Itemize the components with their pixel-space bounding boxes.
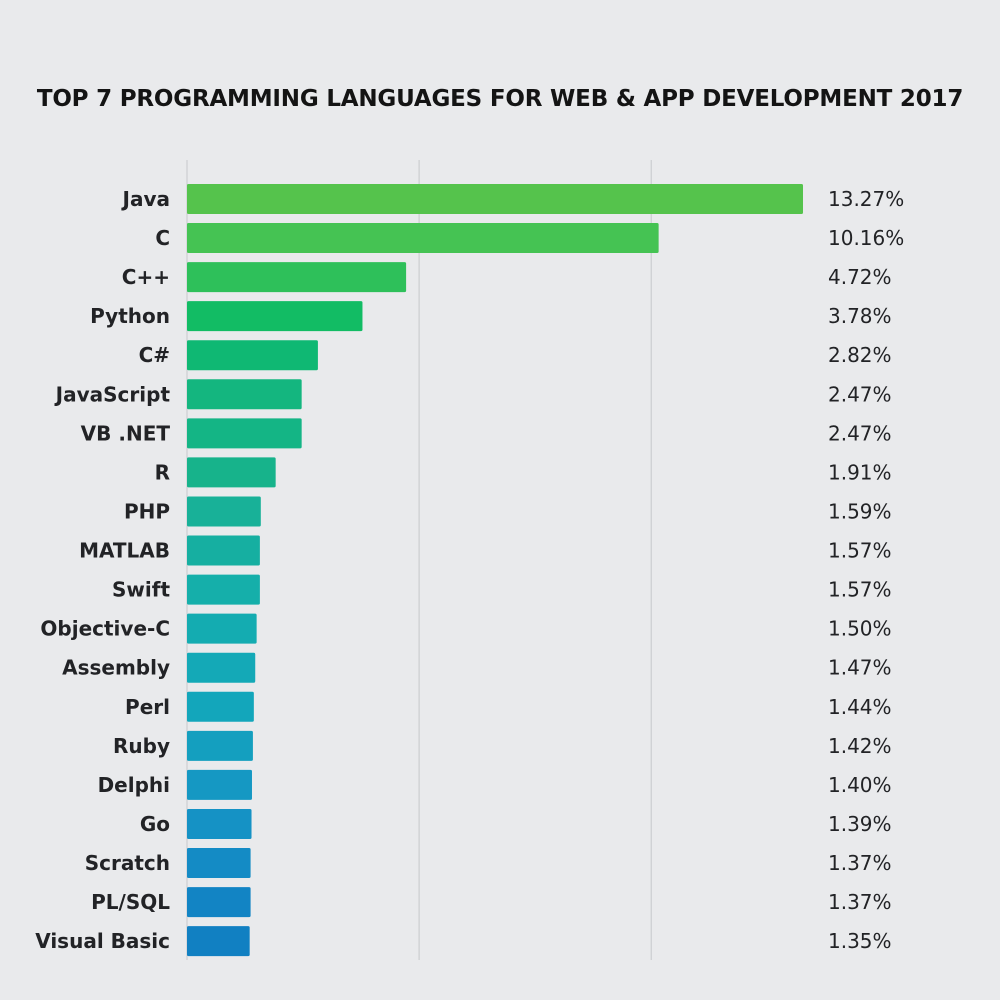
bar xyxy=(187,223,659,254)
value-label: 1.42% xyxy=(828,734,892,758)
value-label: 1.35% xyxy=(828,929,892,953)
bar xyxy=(187,340,318,371)
category-label: Assembly xyxy=(62,656,170,680)
value-label: 1.37% xyxy=(828,890,892,914)
value-label: 1.57% xyxy=(828,539,892,563)
category-label: Java xyxy=(121,187,170,211)
value-label: 1.50% xyxy=(828,617,892,641)
bar xyxy=(187,496,261,527)
category-label: Go xyxy=(140,812,170,836)
category-label: C xyxy=(155,226,170,250)
value-label: 1.40% xyxy=(828,773,892,797)
bars xyxy=(187,184,803,957)
category-label: Ruby xyxy=(113,734,170,758)
value-label: 1.57% xyxy=(828,578,892,602)
bar xyxy=(187,457,276,488)
category-label: C# xyxy=(139,343,170,367)
value-label: 4.72% xyxy=(828,265,892,289)
chart-title: TOP 7 PROGRAMMING LANGUAGES FOR WEB & AP… xyxy=(36,86,964,112)
bar xyxy=(187,535,260,566)
value-label: 1.47% xyxy=(828,656,892,680)
value-label: 1.37% xyxy=(828,851,892,875)
value-label: 1.44% xyxy=(828,695,892,719)
bar xyxy=(187,613,257,644)
bar xyxy=(187,379,302,410)
bar xyxy=(187,730,253,761)
category-label: Objective-C xyxy=(40,617,170,641)
value-label: 2.82% xyxy=(828,343,892,367)
category-label: VB .NET xyxy=(81,421,171,445)
value-label: 2.47% xyxy=(828,382,892,406)
bar xyxy=(187,262,407,293)
category-label: PL/SQL xyxy=(91,890,170,914)
bar xyxy=(187,848,251,879)
value-label: 13.27% xyxy=(828,187,904,211)
value-label: 1.39% xyxy=(828,812,892,836)
category-label: C++ xyxy=(122,265,170,289)
bar xyxy=(187,887,251,918)
value-label: 10.16% xyxy=(828,226,904,250)
category-label: Delphi xyxy=(98,773,170,797)
bar xyxy=(187,769,252,800)
category-label: R xyxy=(155,460,170,484)
value-label: 3.78% xyxy=(828,304,892,328)
category-label: Visual Basic xyxy=(35,929,170,953)
category-label: PHP xyxy=(124,499,170,523)
bar xyxy=(187,418,302,449)
category-label: JavaScript xyxy=(54,382,171,406)
category-label: Python xyxy=(90,304,170,328)
category-label: Swift xyxy=(112,578,170,602)
bar xyxy=(187,926,250,957)
value-label: 1.91% xyxy=(828,460,892,484)
category-label: Perl xyxy=(125,695,170,719)
bar xyxy=(187,301,363,332)
category-label: Scratch xyxy=(85,851,170,875)
value-label: 1.59% xyxy=(828,499,892,523)
bar xyxy=(187,184,803,214)
bar xyxy=(187,691,254,722)
bar xyxy=(187,808,252,839)
category-labels: Java C C++ Python C# JavaScript VB .NET R PHP MAT… xyxy=(35,187,170,953)
bar xyxy=(187,574,260,605)
value-labels: 13.27% 10.16% 4.72% 3.78% 2.82% 2.47% 2.47% 1.9… xyxy=(828,187,904,953)
value-label: 2.47% xyxy=(828,421,892,445)
category-label: MATLAB xyxy=(79,539,170,563)
bar xyxy=(187,652,256,683)
